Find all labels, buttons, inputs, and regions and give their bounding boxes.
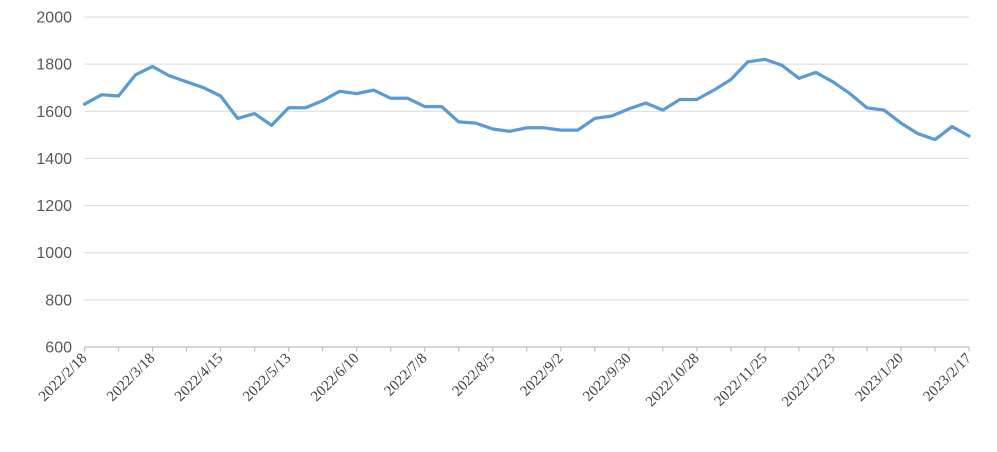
y-axis-labels: 600 800 1000 1200 1400 1600 1800 2000 xyxy=(36,10,72,357)
y-tick-label: 1800 xyxy=(36,57,72,74)
x-tick-label: 2022/4/15 xyxy=(172,351,226,405)
x-tick-label: 2022/2/18 xyxy=(36,351,90,405)
y-tick-label: 1600 xyxy=(36,104,72,121)
x-tick-label: 2023/2/17 xyxy=(920,350,975,405)
y-tick-label: 1000 xyxy=(36,245,72,262)
y-tick-label: 1400 xyxy=(36,151,72,168)
y-tick-label: 800 xyxy=(45,292,72,309)
x-tick-label: 2022/12/23 xyxy=(779,351,839,411)
x-tick-label: 2022/10/28 xyxy=(643,351,703,411)
x-axis xyxy=(83,346,970,352)
series-line-weekly-price xyxy=(82,57,971,142)
data-series xyxy=(82,57,971,142)
x-tick-label: 2022/7/8 xyxy=(381,351,430,400)
x-tick-label: 2022/11/25 xyxy=(711,351,770,410)
y-tick-label: 1200 xyxy=(36,198,72,215)
x-tick-label: 2022/9/2 xyxy=(518,351,567,400)
x-axis-labels: 2022/2/18 2022/3/18 2022/4/15 2022/5/13 2022… xyxy=(36,350,975,410)
x-tick-label: 2023/1/20 xyxy=(852,351,906,405)
x-tick-label: 2022/5/13 xyxy=(240,351,294,405)
gridlines xyxy=(84,16,969,301)
y-tick-label: 2000 xyxy=(36,10,72,27)
y-tick-label: 600 xyxy=(45,340,72,357)
x-tick-label: 2022/8/5 xyxy=(450,351,499,400)
x-tick-label: 2022/6/10 xyxy=(308,351,362,405)
x-tick-label: 2022/9/30 xyxy=(580,351,634,405)
x-tick-label: 2022/3/18 xyxy=(104,351,158,405)
